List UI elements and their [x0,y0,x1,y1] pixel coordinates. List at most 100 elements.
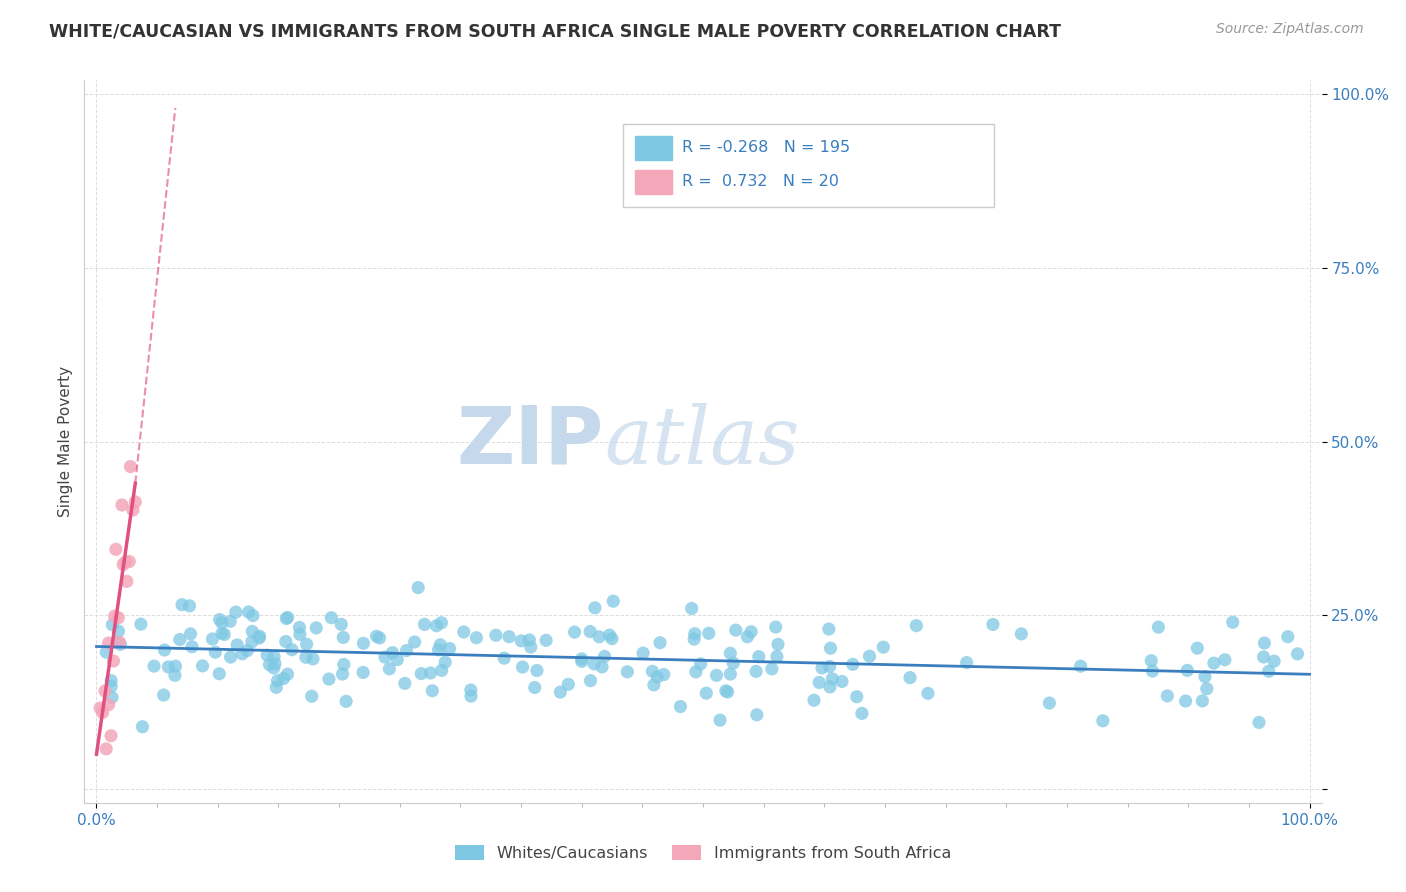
Point [648,636,671,650]
Point [318,672,340,686]
Point [1187,641,1209,656]
Point [1174,694,1197,708]
Point [231,647,253,661]
Text: R = -0.268   N = 195: R = -0.268 N = 195 [682,140,851,155]
Point [591,660,613,674]
Point [105,635,128,649]
Point [163,668,186,682]
Point [97,698,120,712]
Point [430,664,453,678]
Point [439,641,461,656]
Point [1091,714,1114,728]
Point [191,659,214,673]
Point [745,707,768,722]
Point [100,673,122,688]
Point [1191,694,1213,708]
Point [259,657,281,672]
Point [434,655,457,669]
Point [571,652,593,666]
Point [240,635,263,649]
Point [352,636,374,650]
Point [683,626,706,640]
Point [460,683,482,698]
Point [808,675,831,690]
Y-axis label: Single Male Poverty: Single Male Poverty [58,366,73,517]
Point [818,680,841,694]
Point [817,622,839,636]
Point [1140,654,1163,668]
Point [211,626,233,640]
Point [332,631,354,645]
Point [420,683,443,698]
Point [352,665,374,680]
Point [724,623,747,637]
Point [1147,620,1170,634]
Point [748,649,770,664]
Point [717,685,740,699]
Point [1010,627,1032,641]
Point [120,459,142,474]
Point [115,574,138,589]
Text: atlas: atlas [605,403,800,480]
Point [225,605,247,619]
Point [103,654,125,668]
Point [153,643,176,657]
Point [219,650,242,665]
Point [564,625,586,640]
Point [124,495,146,509]
Point [96,645,118,659]
Point [226,638,249,652]
Point [321,611,343,625]
Point [602,594,624,608]
Point [249,629,271,643]
Point [831,674,853,689]
Point [332,667,354,681]
Bar [636,136,672,160]
Point [101,617,124,632]
Point [256,648,278,662]
Point [460,689,482,703]
Point [276,611,298,625]
Point [1142,664,1164,678]
Point [247,631,270,645]
Point [91,706,114,720]
Text: R =  0.732   N = 20: R = 0.732 N = 20 [682,174,839,189]
Bar [636,169,672,194]
Point [1277,630,1299,644]
Point [366,629,388,643]
Point [110,637,132,651]
Point [273,672,295,686]
Point [723,656,745,670]
Point [526,664,548,678]
Point [112,558,135,572]
Point [510,633,533,648]
Point [204,645,226,659]
Point [740,624,762,639]
Point [641,665,664,679]
Point [579,673,602,688]
Point [898,671,921,685]
Point [201,632,224,646]
Point [266,673,288,688]
Point [387,653,409,667]
Point [395,643,418,657]
Point [745,665,768,679]
Point [1194,670,1216,684]
Point [107,611,129,625]
Point [1257,665,1279,679]
Point [872,640,894,654]
Point [1175,664,1198,678]
Point [697,626,720,640]
Point [406,581,429,595]
Point [851,706,873,721]
Point [600,632,623,646]
Point [330,617,353,632]
Point [647,670,669,684]
Point [593,649,616,664]
Point [427,642,450,657]
Point [378,662,401,676]
Point [616,665,638,679]
Point [1195,681,1218,696]
Point [766,637,789,651]
Point [97,636,120,650]
